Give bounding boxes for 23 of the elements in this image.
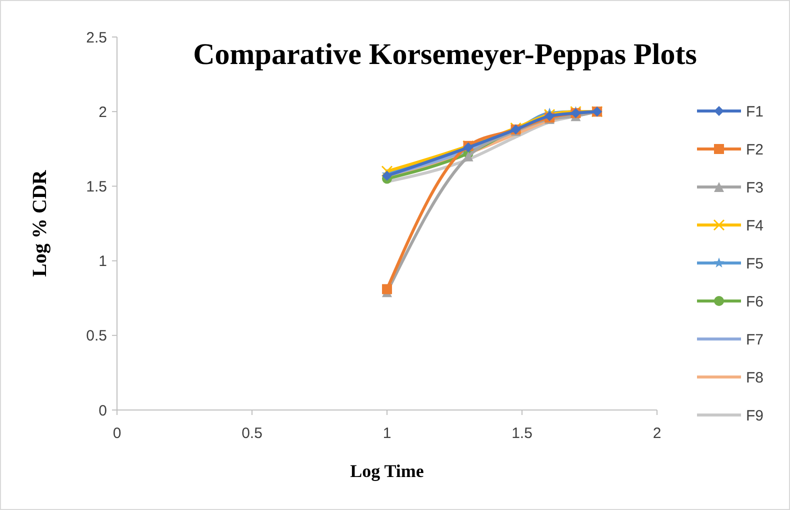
legend-label: F1: [746, 103, 764, 120]
x-tick-label: 0: [112, 425, 122, 442]
y-tick-label: 0: [98, 402, 107, 420]
y-tick-label: 1.5: [86, 178, 107, 196]
y-tick-label: 2: [98, 104, 107, 121]
legend-label: F2: [746, 141, 764, 158]
x-tick-label: 0.5: [242, 425, 262, 442]
chart-title: Comparative Korsemeyer-Peppas Plots: [193, 38, 697, 71]
y-tick-label: 0.5: [86, 328, 107, 345]
x-tick-label: 1: [382, 425, 392, 442]
x-axis-title: Log Time: [350, 461, 424, 481]
x-tick-label: 1.5: [512, 425, 532, 442]
legend-label: F3: [746, 179, 764, 196]
y-tick-label: 1: [98, 253, 107, 270]
y-tick-label: 2.5: [86, 29, 107, 46]
legend-label: F6: [746, 293, 764, 310]
y-axis-title: Log % CDR: [29, 170, 51, 277]
legend-label: F7: [746, 331, 764, 348]
legend-label: F5: [746, 255, 764, 272]
legend-label: F4: [746, 217, 764, 234]
legend-label: F8: [746, 369, 764, 386]
x-tick-label: 2: [652, 425, 662, 442]
legend-label: F9: [746, 407, 764, 424]
